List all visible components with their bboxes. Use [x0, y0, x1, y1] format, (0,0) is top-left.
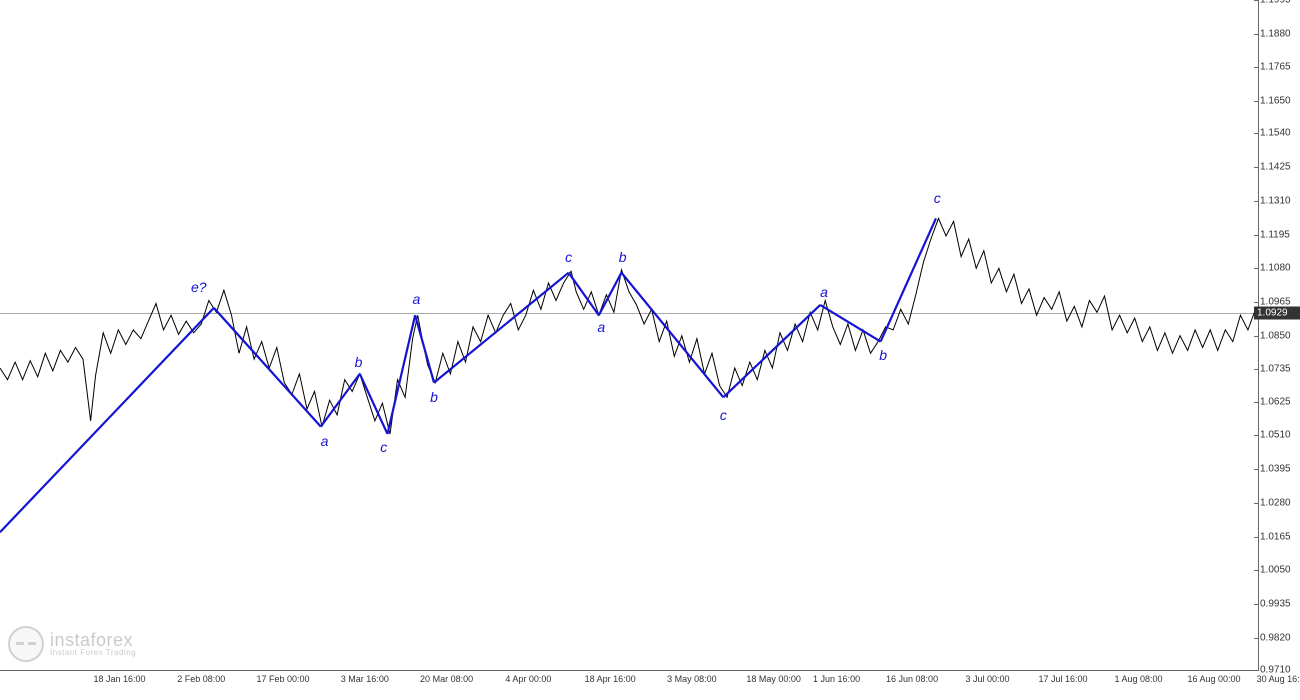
- wave-segment: [599, 273, 622, 316]
- x-tick-label: 2 Feb 08:00: [177, 674, 225, 684]
- x-tick-label: 30 Aug 16:00: [1257, 674, 1300, 684]
- wave-segment: [321, 374, 360, 427]
- x-tick-label: 17 Feb 00:00: [257, 674, 310, 684]
- y-tick-label: 1.1195: [1256, 229, 1300, 240]
- y-axis: 1.1995 1.1880 1.1765 1.1650 1.1540 1.1425 1.13…: [1258, 0, 1300, 670]
- wave-segment: [434, 273, 569, 383]
- wave-segment: [415, 315, 434, 382]
- y-tick-label: 1.0395: [1256, 464, 1300, 475]
- wave-segment: [820, 305, 880, 342]
- x-tick-label: 4 Apr 00:00: [505, 674, 551, 684]
- x-tick-label: 18 Apr 16:00: [585, 674, 636, 684]
- wave-segment: [621, 273, 723, 398]
- wave-segment: [387, 315, 415, 434]
- x-tick-label: 18 May 00:00: [746, 674, 801, 684]
- x-tick-label: 16 Jun 08:00: [886, 674, 938, 684]
- y-tick-label: 1.0625: [1256, 396, 1300, 407]
- x-tick-label: 3 Mar 16:00: [341, 674, 389, 684]
- y-tick-label: 1.1310: [1256, 195, 1300, 206]
- x-tick-label: 1 Aug 08:00: [1114, 674, 1162, 684]
- x-tick-label: 17 Jul 16:00: [1038, 674, 1087, 684]
- y-tick-label: 1.1540: [1256, 128, 1300, 139]
- wave-segment: [723, 305, 820, 397]
- price-line: [0, 218, 1256, 434]
- y-tick-label: 1.0165: [1256, 531, 1300, 542]
- current-price-label: 1.0929: [1254, 306, 1300, 319]
- x-tick-label: 3 Jul 00:00: [965, 674, 1009, 684]
- chart-svg: [0, 0, 1258, 670]
- y-tick-label: 0.9935: [1256, 599, 1300, 610]
- y-tick-label: 1.0280: [1256, 497, 1300, 508]
- y-tick-label: 1.0850: [1256, 330, 1300, 341]
- x-axis: 18 Jan 16:00 2 Feb 08:00 17 Feb 00:00 3 Mar…: [0, 670, 1258, 700]
- y-tick-label: 1.1080: [1256, 263, 1300, 274]
- plot-area[interactable]: e?abcabcabcabc: [0, 0, 1259, 671]
- wave-segment: [0, 308, 214, 532]
- x-tick-label: 16 Aug 00:00: [1187, 674, 1240, 684]
- y-tick-label: 1.0510: [1256, 430, 1300, 441]
- y-tick-label: 1.0735: [1256, 364, 1300, 375]
- x-tick-label: 18 Jan 16:00: [93, 674, 145, 684]
- y-tick-label: 1.1425: [1256, 162, 1300, 173]
- x-tick-label: 20 Mar 08:00: [420, 674, 473, 684]
- current-price-value: 1.0929: [1257, 307, 1288, 318]
- y-tick-label: 0.9820: [1256, 632, 1300, 643]
- y-tick-label: 1.1995: [1256, 0, 1300, 6]
- x-tick-label: 1 Jun 16:00: [813, 674, 860, 684]
- y-tick-label: 1.1765: [1256, 62, 1300, 73]
- x-tick-label: 3 May 08:00: [667, 674, 717, 684]
- y-tick-label: 1.0050: [1256, 565, 1300, 576]
- wave-segment: [214, 308, 321, 427]
- chart-container: e?abcabcabcabc 1.19951.18801.17651.16501…: [0, 0, 1300, 700]
- wave-segment: [360, 374, 388, 434]
- y-tick-label: 1.1650: [1256, 96, 1300, 107]
- y-tick-label: 1.1880: [1256, 28, 1300, 39]
